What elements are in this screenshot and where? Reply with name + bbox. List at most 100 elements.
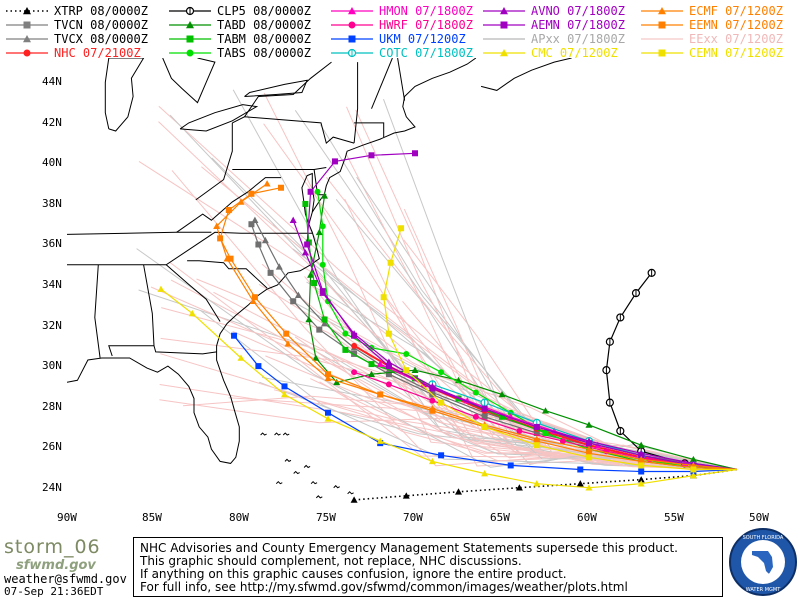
bahamas-island bbox=[282, 432, 290, 436]
track-forecast-point bbox=[438, 399, 445, 406]
track-forecast-point bbox=[249, 297, 257, 305]
coastlines-borders bbox=[67, 58, 572, 499]
track-line bbox=[605, 272, 737, 471]
ensemble-member-track bbox=[201, 166, 737, 470]
great-lake-outline bbox=[104, 58, 145, 132]
track-forecast-point bbox=[302, 200, 309, 207]
track-forecast-point bbox=[516, 427, 523, 434]
disclaimer-line: For full info, see http://my.sfwmd.gov/s… bbox=[140, 580, 628, 594]
track-forecast-point bbox=[294, 291, 302, 298]
track-forecast-point bbox=[237, 354, 245, 361]
track-forecast-point bbox=[533, 438, 540, 445]
legend-label: UKM 07/1200Z bbox=[379, 32, 466, 46]
legend-swatch bbox=[483, 21, 525, 29]
track-forecast-point bbox=[559, 438, 566, 445]
legend-swatch bbox=[331, 48, 373, 58]
disclaimer-line: If anything on this graphic causes confu… bbox=[140, 567, 567, 581]
track-forecast-point bbox=[255, 241, 262, 248]
track-forecast-point bbox=[385, 363, 392, 370]
track-forecast-point bbox=[315, 228, 323, 236]
legend-swatch bbox=[641, 21, 683, 29]
track-forecast-point bbox=[605, 398, 614, 407]
latitude-tick-label: 44N bbox=[42, 75, 62, 89]
legend-label: TABM 08/0000Z bbox=[217, 32, 311, 46]
legend-label: HMON 07/1800Z bbox=[379, 4, 473, 18]
brand-domain: sfwmd.gov bbox=[16, 558, 96, 573]
track-forecast-point bbox=[455, 488, 462, 495]
track-forecast-point bbox=[281, 383, 288, 390]
track-forecast-point bbox=[585, 421, 593, 428]
legend-label: CMC 07/1200Z bbox=[531, 46, 618, 60]
state-border bbox=[354, 122, 385, 138]
ensemble-member-track bbox=[383, 99, 737, 470]
track-forecast-point bbox=[533, 423, 540, 430]
model-legend: XTRP 08/0000Z TVCN 08/0000Z TVCX 08/0000Z N… bbox=[0, 0, 800, 60]
bahamas-island bbox=[333, 485, 340, 489]
bahamas-island bbox=[310, 480, 318, 485]
svg-text:SOUTH FLORIDA: SOUTH FLORIDA bbox=[743, 535, 784, 541]
track-forecast-point bbox=[278, 184, 285, 191]
track-forecast-point bbox=[638, 468, 645, 475]
track-forecast-point bbox=[368, 152, 375, 159]
bahamas-island bbox=[315, 495, 323, 499]
svg-text:WATER MGMT: WATER MGMT bbox=[746, 587, 781, 593]
track-forecast-point bbox=[314, 188, 321, 195]
track-forecast-point bbox=[638, 452, 645, 459]
longitude-tick-label: 50W bbox=[749, 511, 769, 524]
track-forecast-point bbox=[248, 221, 255, 228]
track-forecast-point bbox=[307, 188, 314, 195]
track-forecast-point bbox=[376, 360, 384, 367]
track-forecast-point bbox=[324, 415, 332, 422]
track-forecast-point bbox=[689, 455, 697, 463]
latitude-tick-label: 26N bbox=[42, 440, 62, 454]
longitude-tick-label: 70W bbox=[403, 511, 423, 524]
legend-swatch bbox=[641, 38, 683, 40]
track-forecast-point bbox=[283, 330, 290, 337]
legend-label: TVCN 08/0000Z bbox=[54, 18, 148, 32]
track-forecast-point bbox=[217, 235, 224, 242]
track-forecast-point bbox=[351, 342, 358, 349]
track-tabd bbox=[305, 192, 738, 471]
track-forecast-point bbox=[324, 374, 332, 382]
track-forecast-point bbox=[499, 413, 505, 420]
track-forecast-point bbox=[351, 369, 358, 376]
track-forecast-point bbox=[616, 426, 625, 436]
track-forecast-point bbox=[251, 294, 258, 301]
track-forecast-point bbox=[586, 454, 592, 461]
state-border bbox=[94, 264, 101, 359]
bahamas-island bbox=[274, 432, 281, 436]
ensemble-member-track bbox=[169, 114, 737, 470]
track-forecast-point bbox=[312, 354, 320, 361]
longitude-tick-label: 80W bbox=[229, 511, 249, 524]
state-border bbox=[67, 231, 212, 235]
track-forecast-point bbox=[157, 285, 165, 292]
ensemble-member-track bbox=[196, 278, 737, 470]
bahamas-island bbox=[260, 432, 267, 436]
track-forecast-point bbox=[689, 472, 697, 479]
track-forecast-point bbox=[605, 337, 614, 346]
track-forecast-point bbox=[231, 332, 238, 339]
track-forecast-point bbox=[325, 409, 331, 416]
track-forecast-point bbox=[472, 389, 479, 396]
ensemble-member-track bbox=[346, 106, 737, 470]
track-forecast-point bbox=[429, 385, 436, 392]
disclaimer-line: NHC Advisories and County Emergency Mana… bbox=[140, 541, 678, 555]
track-forecast-point bbox=[637, 476, 645, 483]
legend-swatch bbox=[169, 6, 211, 16]
track-forecast-point bbox=[481, 423, 488, 430]
legend-swatch bbox=[6, 21, 48, 29]
legend-label: AEMN 07/1800Z bbox=[531, 18, 625, 32]
state-border bbox=[353, 62, 359, 144]
track-forecast-point bbox=[368, 361, 375, 368]
legend-swatch bbox=[169, 21, 211, 29]
track-forecast-point bbox=[472, 413, 479, 420]
track-forecast-point bbox=[385, 330, 392, 337]
track-forecast-point bbox=[321, 320, 329, 327]
legend-swatch bbox=[641, 49, 683, 57]
track-forecast-point bbox=[498, 390, 506, 398]
bahamas-island bbox=[284, 458, 292, 462]
track-forecast-point bbox=[429, 407, 436, 414]
track-forecast-point bbox=[438, 452, 445, 459]
legend-label: EEMN 07/1200Z bbox=[689, 18, 783, 32]
track-forecast-point bbox=[515, 484, 523, 491]
